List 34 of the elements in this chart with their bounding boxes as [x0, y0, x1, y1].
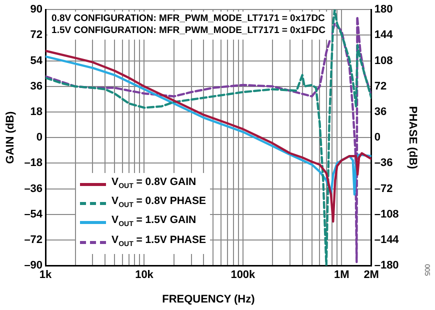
y2-tick-label: –36 [374, 157, 393, 170]
y-tick-label: 18 [30, 106, 43, 118]
x-tick-label: 2M [364, 269, 379, 282]
y2-tick-label: –144 [374, 234, 400, 246]
y-tick-label: –72 [24, 234, 43, 246]
y-tick-label: 36 [30, 80, 43, 92]
y-tick-label: 0 [36, 132, 43, 144]
y2-tick-label: 180 [374, 4, 393, 16]
y-tick-label: –54 [24, 208, 44, 220]
x-tick-label: 10k [135, 269, 154, 282]
y-axis-title: GAIN (dB) [4, 110, 17, 164]
y-tick-label: 54 [30, 54, 44, 67]
y-tick-label: –36 [24, 182, 43, 195]
y2-tick-label: 0 [374, 132, 380, 144]
legend-label: V$_{OUT}$ = 1.5V PHASE [112, 232, 206, 250]
x-tick-label: 1M [334, 269, 350, 282]
y2-tick-label: –72 [374, 182, 393, 195]
legend-label: V$_{OUT}$ = 0.8V GAIN [112, 175, 196, 192]
y-tick-label: –18 [24, 157, 43, 170]
y-tick-label: 90 [30, 4, 43, 16]
y2-tick-label: 144 [374, 29, 394, 42]
y2-tick-label: 108 [374, 54, 393, 67]
annotation: 1.5V CONFIGURATION: MFR_PWM_MODE_LT7171 = 0x1FDC [52, 24, 326, 36]
y-tick-label: 72 [30, 29, 43, 42]
y2-tick-label: 36 [374, 106, 387, 118]
y2-tick-label: 72 [374, 80, 387, 92]
x-tick-label: 100k [230, 269, 256, 282]
annotation: 0.8V CONFIGURATION: MFR_PWM_MODE_LT7171 = 0x17DC [52, 12, 326, 24]
legend-label: V$_{OUT}$ = 1.5V GAIN [112, 213, 196, 230]
x-axis-title: FREQUENCY (Hz) [162, 293, 256, 306]
y2-tick-label: –108 [374, 208, 399, 220]
x-tick-label: 1k [39, 269, 53, 282]
y2-axis-title: PHASE (dB) [406, 106, 418, 170]
legend-label: V$_{OUT}$ = 0.8V PHASE [112, 194, 206, 212]
